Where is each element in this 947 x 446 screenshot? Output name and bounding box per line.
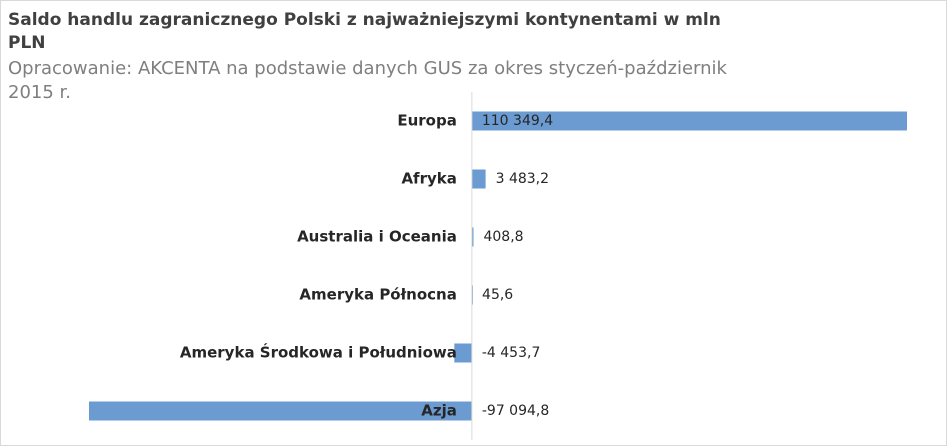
category-label: Ameryka Północna — [299, 286, 456, 304]
category-label: Australia i Oceania — [297, 228, 457, 246]
value-label: -97 094,8 — [482, 403, 549, 419]
bar — [471, 111, 907, 131]
value-label: 110 349,4 — [482, 113, 553, 129]
bar — [471, 227, 474, 247]
bar — [454, 343, 472, 363]
value-label: 45,6 — [482, 287, 513, 303]
bar — [471, 169, 486, 189]
category-label: Ameryka Środkowa i Południowa — [180, 343, 457, 362]
value-label: -4 453,7 — [482, 345, 541, 361]
category-label: Afryka — [401, 170, 456, 188]
category-label: Europa — [397, 112, 457, 130]
value-label: 3 483,2 — [496, 171, 549, 187]
bar — [89, 401, 472, 421]
value-label: 408,8 — [483, 229, 523, 245]
chart-title: Saldo handlu zagranicznego Polski z najw… — [8, 10, 721, 53]
category-label: Azja — [421, 402, 457, 420]
chart-subtitle: Opracowanie: AKCENTA na podstawie danych… — [8, 58, 727, 103]
